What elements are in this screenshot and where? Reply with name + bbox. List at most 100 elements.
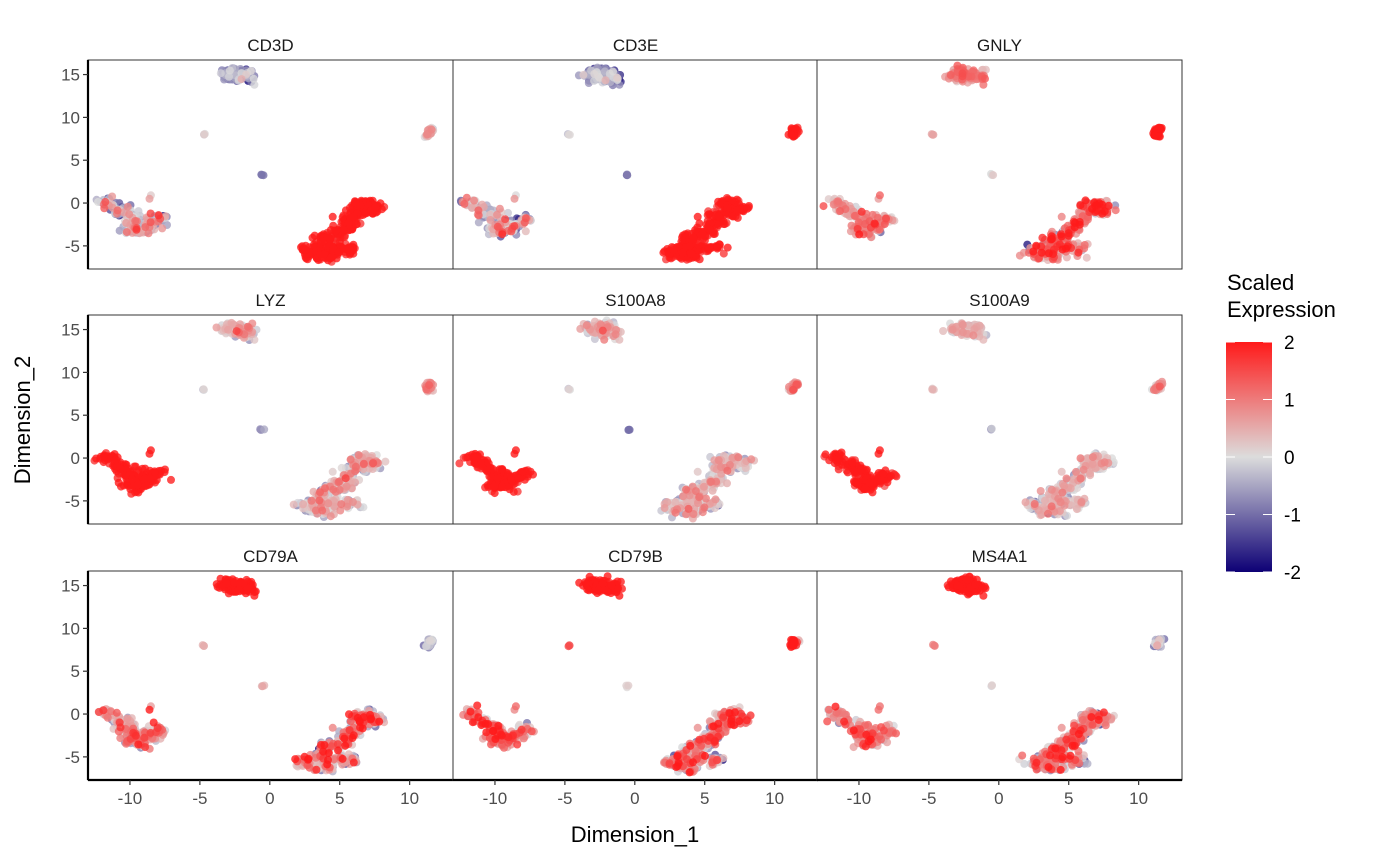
data-point (624, 681, 633, 690)
data-point (289, 500, 298, 509)
data-point (669, 246, 678, 255)
data-point (1047, 485, 1056, 494)
y-tick-label: -5 (65, 492, 80, 511)
data-point (1111, 206, 1120, 215)
panel-gnly: GNLY (816, 36, 1183, 270)
data-point (478, 200, 487, 209)
data-point (119, 481, 128, 490)
data-point (138, 464, 147, 473)
data-point (1062, 474, 1071, 483)
data-point (1057, 232, 1066, 241)
data-point (733, 206, 741, 215)
data-point (521, 214, 530, 223)
data-point (486, 216, 495, 224)
data-point (316, 488, 324, 497)
data-point (1047, 502, 1056, 511)
data-point (131, 217, 140, 225)
data-point (660, 504, 669, 512)
data-point (356, 723, 365, 732)
data-point (678, 248, 687, 257)
data-point (356, 202, 365, 211)
data-point (514, 474, 523, 483)
data-point (123, 714, 132, 723)
data-point (375, 717, 384, 726)
facet-title: CD79A (243, 547, 298, 566)
data-point (239, 579, 248, 588)
data-point (1058, 488, 1067, 497)
data-point (145, 705, 154, 714)
data-point (857, 207, 866, 216)
data-point (354, 451, 363, 460)
data-point (518, 467, 527, 476)
data-point (251, 587, 260, 596)
data-point (112, 462, 121, 471)
data-point (495, 204, 504, 213)
data-point (723, 204, 732, 213)
data-point (708, 486, 717, 495)
data-point (834, 197, 843, 206)
data-point (734, 453, 743, 462)
data-point (301, 245, 310, 254)
data-point (341, 741, 350, 750)
panel-border (87, 314, 454, 525)
data-point (100, 452, 108, 461)
facet-title: S100A9 (969, 291, 1030, 310)
data-point (349, 758, 358, 767)
data-point (150, 467, 159, 476)
data-point (493, 222, 502, 231)
data-point (715, 240, 724, 249)
data-point (133, 481, 142, 490)
data-point (714, 212, 723, 221)
data-point (848, 457, 856, 466)
data-point (327, 253, 336, 262)
data-point (310, 240, 318, 249)
data-point (1057, 467, 1066, 476)
data-point (601, 76, 610, 85)
data-point (948, 325, 957, 334)
data-point (167, 475, 175, 484)
data-point (1088, 453, 1097, 462)
y-tick-label: 10 (61, 363, 80, 382)
data-point (624, 425, 633, 434)
data-point (493, 474, 502, 483)
data-point (613, 73, 622, 82)
data-point (819, 202, 828, 211)
data-point (328, 723, 337, 732)
data-point (342, 482, 351, 491)
data-point (304, 754, 313, 763)
data-point (1047, 235, 1055, 244)
data-point (212, 323, 221, 332)
data-point (260, 425, 269, 434)
data-point (146, 209, 155, 218)
data-point (338, 213, 347, 222)
data-point (1081, 196, 1090, 205)
data-point (1030, 500, 1039, 508)
data-point (334, 248, 343, 257)
data-point (689, 233, 698, 242)
data-point (928, 385, 937, 394)
data-point (1076, 201, 1085, 210)
y-tick-label: -5 (65, 237, 80, 256)
y-tick-label: 0 (71, 705, 80, 724)
data-point (510, 222, 519, 231)
data-point (337, 500, 346, 509)
data-point (141, 223, 150, 232)
data-point (243, 322, 252, 331)
data-point (609, 67, 617, 76)
data-point (719, 249, 728, 258)
data-point (692, 253, 701, 262)
data-point (490, 482, 499, 491)
data-point (161, 465, 169, 474)
data-point (341, 474, 350, 483)
data-point (329, 485, 338, 494)
data-point (875, 446, 884, 455)
data-point (682, 485, 690, 494)
data-point (307, 496, 316, 505)
data-point (855, 230, 864, 239)
data-point (684, 504, 693, 513)
data-point (958, 321, 967, 329)
data-point (349, 213, 358, 221)
data-point (472, 453, 480, 462)
data-point (1091, 201, 1100, 210)
data-point (707, 477, 716, 486)
